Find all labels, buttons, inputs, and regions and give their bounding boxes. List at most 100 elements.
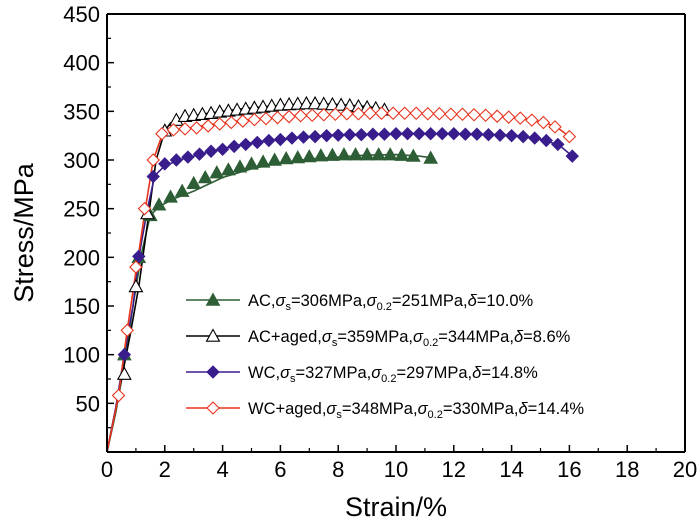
y-tick-label: 200 <box>63 245 100 270</box>
data-point-wc <box>181 150 195 164</box>
y-tick-label: 250 <box>63 197 100 222</box>
tick-layer: 0 2 4 6 8 10 12 14 16 18 20 50 100 150 200 250 300 350 400… <box>63 2 697 482</box>
data-point-wc-aged <box>201 119 215 133</box>
data-point-wc-aged <box>562 129 577 144</box>
data-point-ac <box>313 148 329 162</box>
data-point-wc <box>192 147 207 161</box>
data-point-wc <box>239 137 253 152</box>
data-point-wc <box>528 131 542 145</box>
data-point-wc-aged <box>386 106 400 121</box>
data-point-wc-aged <box>513 111 528 125</box>
data-point-wc-aged <box>247 112 262 127</box>
data-point-wc-aged <box>166 123 181 137</box>
data-point-wc-aged <box>409 106 424 121</box>
data-point-ac-aged <box>324 96 340 111</box>
data-point-wc <box>458 127 473 141</box>
x-tick-label: 0 <box>101 457 113 482</box>
data-point-wc <box>308 129 322 144</box>
data-point-ac-aged <box>333 97 349 111</box>
data-point-wc-aged <box>259 111 273 126</box>
data-point-wc <box>262 133 276 148</box>
data-point-wc <box>227 139 241 154</box>
marker-layer <box>111 95 579 403</box>
data-point-ac <box>151 197 167 211</box>
data-point-wc-aged <box>548 120 562 134</box>
data-point-wc <box>377 127 392 141</box>
x-tick-label: 12 <box>442 457 466 482</box>
data-point-wc-aged <box>444 107 458 122</box>
data-point-wc-aged <box>455 107 470 122</box>
data-point-wc <box>296 130 311 144</box>
x-tick-label: 14 <box>499 457 523 482</box>
data-point-wc <box>204 144 218 158</box>
data-point-ac-aged <box>128 278 144 293</box>
data-point-wc-aged <box>490 109 504 123</box>
data-point-ac <box>325 147 340 161</box>
data-point-wc <box>435 127 449 141</box>
legend-label-wc-aged: WC+aged,σs=348MPa,σ0.2=330MPa,δ=14.4% <box>248 400 584 421</box>
data-point-wc <box>447 127 461 141</box>
data-point-wc <box>169 153 184 167</box>
legend-marker-ac <box>205 292 221 306</box>
data-point-wc-aged <box>363 106 377 121</box>
data-point-wc <box>565 149 579 163</box>
data-point-wc <box>331 128 345 142</box>
data-point-wc-aged <box>137 201 152 216</box>
data-point-wc <box>470 127 484 141</box>
data-point-wc-aged <box>270 110 285 125</box>
data-point-ac <box>186 175 202 190</box>
data-point-wc <box>354 127 369 142</box>
data-point-ac <box>197 169 213 184</box>
y-tick-label: 450 <box>63 2 100 27</box>
x-tick-label: 10 <box>384 457 408 482</box>
y-axis-title: Stress/MPa <box>9 162 39 303</box>
data-point-ac <box>336 147 352 161</box>
data-point-ac <box>394 147 410 161</box>
data-point-wc <box>366 127 380 141</box>
data-point-wc <box>551 137 565 152</box>
data-point-wc-aged <box>432 106 447 121</box>
data-point-wc-aged <box>293 108 308 123</box>
legend-label-ac: AC,σs=306MPa,σ0.2=251MPa,δ=10.0% <box>248 292 534 313</box>
legend-label-ac-aged: AC+aged,σs=359MPa,σ0.2=344MPa,δ=8.6% <box>248 328 571 349</box>
data-point-wc-aged <box>397 106 412 121</box>
data-point-wc-aged <box>120 323 135 338</box>
data-point-ac <box>359 147 375 161</box>
data-point-ac <box>405 148 421 162</box>
data-point-wc-aged <box>236 114 250 128</box>
data-point-wc <box>481 127 496 142</box>
data-point-wc-aged <box>178 122 192 136</box>
legend-entry-wc-aged: WC+aged,σs=348MPa,σ0.2=330MPa,δ=14.4% <box>186 400 584 421</box>
data-point-ac <box>301 149 317 163</box>
data-point-wc <box>250 135 264 150</box>
data-point-wc-aged <box>328 107 343 122</box>
y-tick-label: 150 <box>63 294 100 319</box>
data-point-wc-aged <box>525 113 539 127</box>
data-point-ac <box>232 159 248 173</box>
data-point-wc <box>273 132 288 147</box>
legend-entry-wc: WC,σs=327MPa,σ0.2=297MPa,δ=14.8% <box>186 364 538 385</box>
legend: AC,σs=306MPa,σ0.2=251MPa,δ=10.0% AC+aged,… <box>186 292 584 421</box>
data-point-wc-aged <box>224 115 239 130</box>
y-tick-label: 100 <box>63 343 100 368</box>
x-tick-label: 2 <box>159 457 171 482</box>
data-point-ac <box>267 152 282 166</box>
legend-marker-wc-aged <box>206 401 220 415</box>
x-tick-label: 18 <box>615 457 639 482</box>
legend-entry-ac-aged: AC+aged,σs=359MPa,σ0.2=344MPa,δ=8.6% <box>186 328 571 349</box>
data-point-wc-aged <box>467 107 481 122</box>
y-tick-label: 300 <box>63 148 100 173</box>
legend-marker-wc <box>206 365 220 379</box>
data-point-wc-aged <box>340 106 354 121</box>
x-tick-label: 20 <box>673 457 697 482</box>
data-point-wc-aged <box>374 106 389 121</box>
x-axis-title: Strain/% <box>345 492 447 522</box>
data-point-ac <box>255 154 271 168</box>
x-tick-label: 16 <box>557 457 581 482</box>
data-point-ac <box>174 183 190 197</box>
data-point-wc <box>158 157 172 171</box>
data-point-ac <box>278 151 294 165</box>
data-point-ac <box>244 156 259 170</box>
data-point-wc <box>516 129 530 144</box>
